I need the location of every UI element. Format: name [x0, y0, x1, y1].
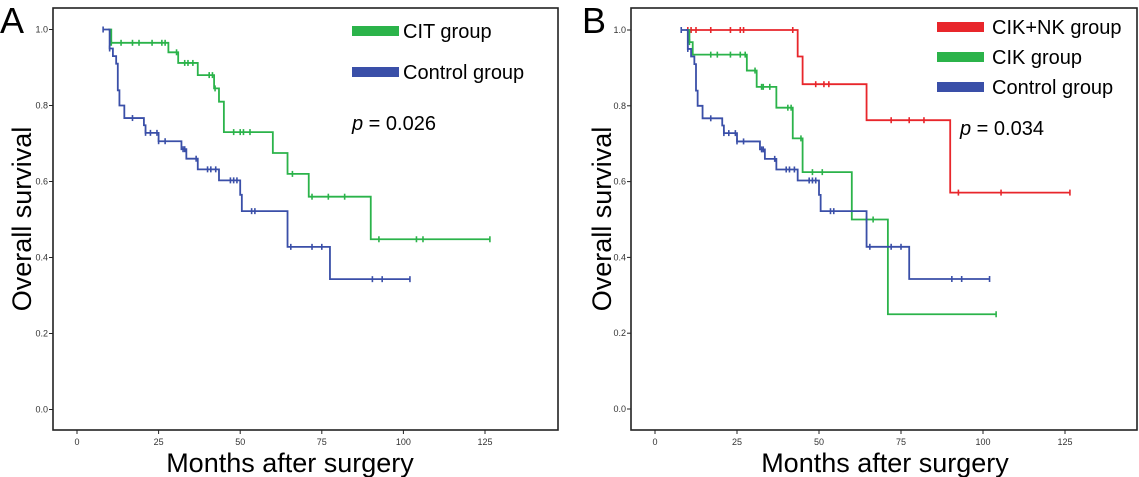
p-value-annotation: p = 0.034 [959, 118, 1044, 140]
legend-label: Control group [403, 62, 524, 84]
x-tick-label: 125 [477, 437, 492, 447]
y-tick-label: 0.4 [35, 253, 48, 263]
y-tick-label: 0.8 [613, 101, 626, 111]
series-control-group [680, 27, 991, 283]
p-symbol: p [959, 118, 971, 140]
legend-label: CIK+NK group [992, 17, 1122, 39]
y-axis-title: Overall survival [587, 127, 617, 312]
p-symbol: p [351, 113, 363, 135]
x-axis-title: Months after surgery [166, 448, 414, 477]
series-control-group [102, 26, 411, 283]
x-tick-label: 25 [154, 437, 164, 447]
x-tick-label: 100 [396, 437, 411, 447]
x-tick-label: 0 [74, 437, 79, 447]
y-tick-label: 1.0 [35, 25, 48, 35]
y-tick-label: 0.2 [613, 328, 626, 338]
x-tick-label: 50 [814, 437, 824, 447]
panel-label: B [582, 0, 606, 41]
y-tick-label: 0.6 [35, 177, 48, 187]
survival-curve [686, 29, 1070, 194]
x-tick-label: 50 [235, 437, 245, 447]
legend-swatch [937, 22, 984, 32]
legend-swatch [937, 82, 984, 92]
y-tick-label: 0.0 [613, 404, 626, 414]
survival-curve [103, 28, 410, 281]
panel-b: B 0 25 50 75 100 125 0.0 0.2 0.4 0.6 0.8 1.0 Months a… [582, 0, 1138, 477]
y-tick-label: 0.2 [35, 329, 48, 339]
legend-swatch [352, 67, 399, 77]
y-axis-title: Overall survival [7, 127, 37, 312]
p-value: = 0.034 [971, 118, 1044, 140]
plot-frame [52, 7, 559, 431]
legend-swatch [352, 26, 399, 36]
y-tick-label: 0.4 [613, 252, 626, 262]
x-tick-label: 75 [896, 437, 906, 447]
survival-curve [681, 29, 990, 280]
x-tick-label: 25 [732, 437, 742, 447]
legend-swatch [937, 52, 984, 62]
p-value-annotation: p = 0.026 [351, 113, 436, 135]
panel-label: A [0, 0, 24, 41]
survival-curve [108, 28, 490, 241]
x-axis-title: Months after surgery [761, 448, 1009, 477]
x-tick-label: 125 [1057, 437, 1072, 447]
legend-label: CIT group [403, 21, 492, 43]
y-tick-label: 1.0 [613, 25, 626, 35]
legend-label: Control group [992, 77, 1113, 99]
plot-frame [630, 7, 1138, 431]
panel-a: A 0 25 50 75 100 125 0.0 0.2 0.4 0.6 0.8 1.0 Months a… [0, 0, 559, 477]
x-tick-label: 0 [652, 437, 657, 447]
y-tick-label: 0.0 [35, 405, 48, 415]
p-value: = 0.026 [363, 113, 436, 135]
y-tick-label: 0.8 [35, 101, 48, 111]
y-tick-label: 0.6 [613, 177, 626, 187]
legend-label: CIK group [992, 47, 1082, 69]
x-tick-label: 100 [975, 437, 990, 447]
x-tick-label: 75 [317, 437, 327, 447]
series-cik-nk-group [686, 27, 1071, 196]
series-cit-group [108, 28, 491, 243]
